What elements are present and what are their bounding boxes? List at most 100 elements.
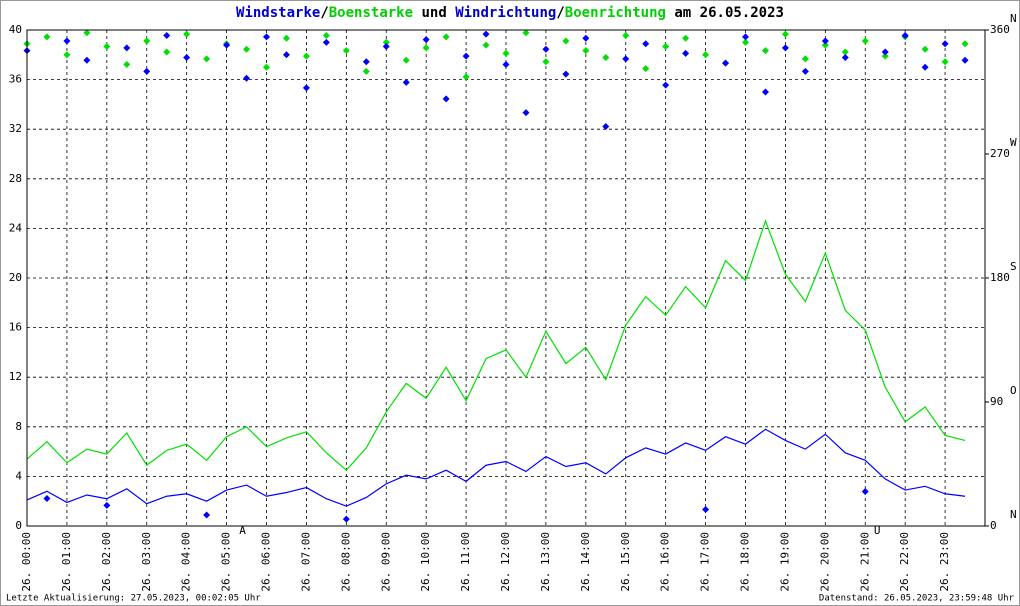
y2-direction-label: N — [1010, 508, 1017, 521]
direction-point — [123, 44, 131, 52]
direction-point — [542, 45, 550, 53]
direction-point — [123, 60, 131, 68]
title-part: Boenrichtung — [565, 5, 666, 21]
direction-point — [203, 511, 211, 519]
direction-point — [841, 48, 849, 56]
direction-point — [482, 41, 490, 49]
x-tick-label: 26. 11:00 — [459, 532, 472, 592]
direction-point — [382, 38, 390, 46]
plot-border — [26, 29, 986, 527]
direction-point — [522, 109, 530, 117]
direction-point — [961, 56, 969, 64]
direction-point — [821, 37, 829, 45]
direction-point — [961, 40, 969, 48]
direction-point — [43, 33, 51, 41]
x-tick-label: 26. 14:00 — [579, 532, 592, 592]
direction-point — [841, 54, 849, 62]
y-tick-label: 32 — [9, 122, 22, 135]
direction-point — [402, 78, 410, 86]
direction-point — [781, 44, 789, 52]
title-part: Boenstarke — [329, 5, 413, 21]
x-tick-label: 26. 17:00 — [699, 532, 712, 592]
y-tick-label: 16 — [9, 321, 22, 334]
title-part: am 26.05.2023 — [666, 5, 784, 21]
direction-point — [502, 60, 510, 68]
direction-point — [382, 43, 390, 51]
direction-point — [682, 34, 690, 42]
direction-point — [442, 95, 450, 103]
x-tick-label: 26. 15:00 — [619, 532, 632, 592]
direction-point — [482, 30, 490, 38]
direction-point — [462, 52, 470, 60]
direction-point — [921, 45, 929, 53]
direction-point — [422, 36, 430, 44]
direction-point — [542, 58, 550, 66]
y-tick-label: 0 — [15, 519, 22, 532]
y-tick-label: 40 — [9, 23, 22, 36]
direction-point — [362, 67, 370, 75]
y2-tick-label: 180 — [990, 271, 1010, 284]
annotation: A — [239, 524, 246, 537]
title-part: / — [556, 5, 564, 21]
direction-point — [861, 37, 869, 45]
y-tick-label: 36 — [9, 73, 22, 86]
direction-point — [702, 505, 710, 513]
direction-point — [921, 63, 929, 71]
direction-point — [462, 73, 470, 81]
y-tick-label: 4 — [15, 469, 22, 482]
direction-point — [302, 84, 310, 92]
footer-left: Letzte Aktualisierung: 27.05.2023, 00:02… — [6, 594, 261, 604]
x-tick-label: 26. 00:00 — [20, 532, 33, 592]
title-part: und — [413, 5, 455, 21]
direction-point — [143, 37, 151, 45]
y-tick-label: 24 — [9, 221, 23, 234]
direction-point — [83, 29, 91, 37]
direction-point — [562, 70, 570, 78]
x-tick-label: 26. 08:00 — [339, 532, 352, 592]
y2-tick-label: 0 — [990, 519, 997, 532]
direction-point — [622, 32, 630, 40]
x-tick-label: 26. 16:00 — [659, 532, 672, 592]
direction-point — [243, 74, 251, 82]
direction-point — [761, 88, 769, 96]
direction-point — [562, 37, 570, 45]
direction-point — [602, 54, 610, 62]
direction-point — [402, 56, 410, 64]
direction-point — [742, 33, 749, 41]
x-tick-label: 26. 18:00 — [739, 532, 752, 592]
direction-point — [881, 52, 889, 60]
direction-point — [223, 41, 231, 49]
direction-point — [502, 49, 510, 57]
direction-point — [722, 59, 730, 67]
direction-point — [662, 43, 670, 51]
y2-tick-label: 270 — [990, 147, 1010, 160]
y2-tick-label: 360 — [990, 23, 1010, 36]
x-tick-label: 26. 02:00 — [100, 532, 113, 592]
y2-tick-label: 90 — [990, 395, 1003, 408]
direction-point — [881, 48, 889, 56]
direction-point — [63, 51, 71, 59]
y2-direction-label: S — [1010, 260, 1017, 273]
direction-point — [282, 34, 290, 42]
direction-point — [203, 55, 211, 63]
direction-point — [263, 63, 270, 71]
x-tick-label: 26. 13:00 — [539, 532, 552, 592]
direction-point — [761, 47, 769, 55]
direction-point — [642, 65, 650, 73]
direction-point — [941, 40, 949, 48]
x-tick-label: 26. 19:00 — [778, 532, 791, 592]
x-tick-label: 26. 12:00 — [499, 532, 512, 592]
direction-point — [602, 122, 610, 130]
direction-point — [342, 515, 350, 523]
direction-point — [801, 67, 809, 75]
direction-point — [901, 32, 909, 40]
x-tick-label: 26. 23:00 — [938, 532, 951, 592]
direction-point — [702, 51, 710, 59]
y2-direction-label: O — [1010, 384, 1017, 397]
direction-point — [183, 54, 191, 62]
y-tick-label: 8 — [15, 420, 22, 433]
title-part: Windstarke — [236, 5, 320, 21]
title-part: Windrichtung — [455, 5, 556, 21]
